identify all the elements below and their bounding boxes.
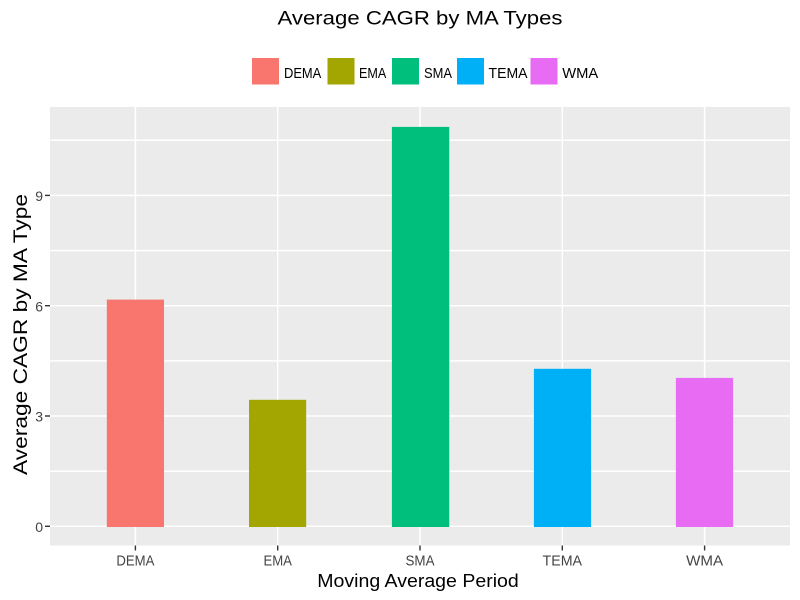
svg-text:EMA: EMA	[359, 66, 386, 82]
svg-text:Moving Average Period: Moving Average Period	[317, 570, 519, 591]
svg-text:0: 0	[35, 519, 43, 535]
svg-text:TEMA: TEMA	[489, 66, 528, 82]
svg-text:9: 9	[35, 188, 43, 204]
svg-text:SMA: SMA	[406, 553, 435, 569]
svg-text:EMA: EMA	[263, 553, 292, 569]
svg-text:TEMA: TEMA	[543, 553, 583, 569]
svg-text:3: 3	[35, 409, 43, 425]
svg-text:6: 6	[35, 298, 43, 314]
svg-text:Average CAGR by MA Type: Average CAGR by MA Type	[11, 194, 32, 475]
svg-text:DEMA: DEMA	[116, 553, 154, 569]
svg-text:DEMA: DEMA	[284, 66, 321, 82]
svg-text:SMA: SMA	[424, 66, 452, 82]
svg-text:WMA: WMA	[686, 553, 723, 569]
svg-text:WMA: WMA	[562, 66, 598, 82]
svg-text:Average CAGR by MA Types: Average CAGR by MA Types	[278, 8, 563, 30]
